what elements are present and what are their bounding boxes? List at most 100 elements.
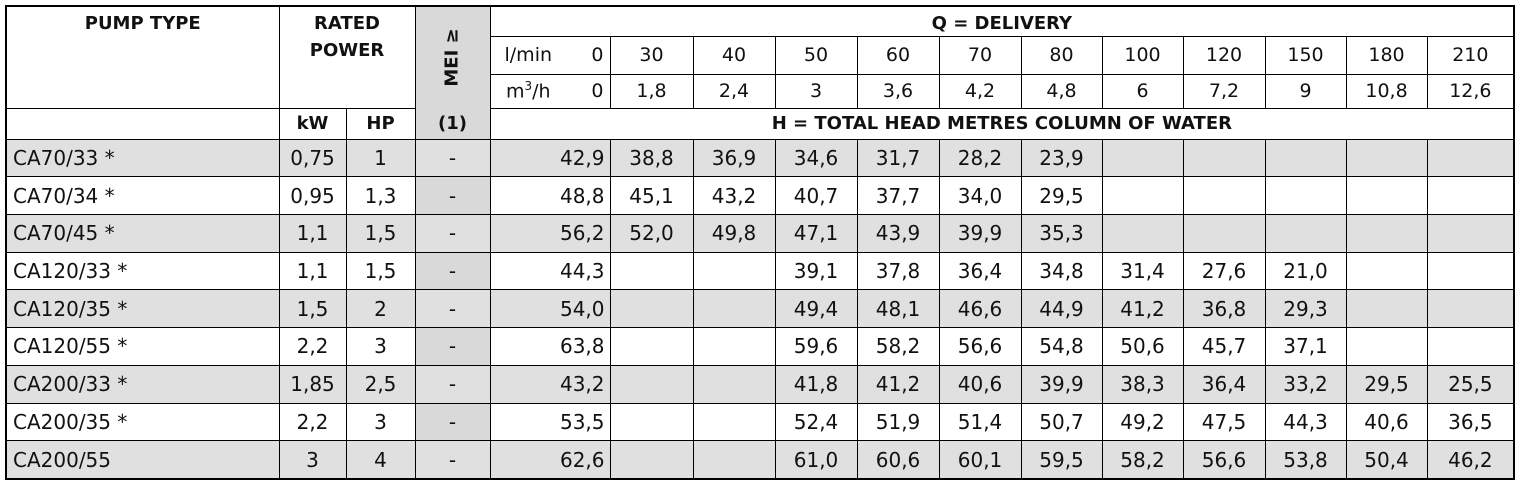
hp-cell: 3 — [345, 327, 416, 366]
head-value-cell: 44,3 — [1264, 402, 1347, 442]
pump-type-cell: CA120/55 * — [5, 327, 280, 366]
m3h-value: 3,6 — [856, 73, 940, 108]
pump-type-cell: CA70/33 * — [5, 138, 280, 178]
head-value-cell: 52,4 — [774, 402, 858, 442]
head-value-cell: 59,5 — [1020, 440, 1103, 480]
m3h-value: 3 — [774, 73, 858, 108]
mei-header: MEI ≥ — [414, 6, 491, 108]
hp-cell: 2 — [345, 289, 416, 329]
head-value-cell — [692, 289, 776, 329]
head-value-cell: 39,9 — [938, 213, 1022, 253]
m3h-unit-label: m3/h — [490, 73, 555, 108]
power-spacer — [279, 74, 416, 108]
head-value-cell: 60,6 — [856, 440, 940, 480]
pump-performance-table: PUMP TYPE RATED MEI ≥ Q = DELIVERY POWER… — [5, 5, 1516, 480]
head-value-cell — [609, 251, 694, 291]
head-value-cell: 46,6 — [938, 289, 1022, 329]
head-value-cell: 42,9 — [489, 138, 611, 178]
head-value-cell: 46,2 — [1426, 440, 1515, 480]
lmin-value: 50 — [774, 35, 858, 74]
head-value-cell: 44,3 — [489, 251, 611, 291]
hp-header: HP — [346, 107, 416, 140]
lmin-value: 30 — [609, 35, 694, 74]
kw-cell: 1,1 — [278, 251, 347, 291]
head-value-cell: 29,5 — [1345, 364, 1428, 404]
mei-cell: - — [414, 138, 491, 178]
table-row: CA70/33 * 0,75 1-42,9 38,8 36,9 34,6 31,7 28,2 2… — [5, 138, 1515, 178]
kw-cell: 1,1 — [278, 213, 347, 253]
mei-cell: - — [414, 251, 491, 291]
head-value-cell — [1101, 138, 1184, 178]
head-value-cell: 48,8 — [489, 176, 611, 215]
head-value-cell: 36,8 — [1182, 289, 1266, 329]
pump-type-spacer — [6, 107, 280, 140]
head-value-cell — [1182, 138, 1266, 178]
head-value-cell — [1426, 138, 1515, 178]
head-value-cell — [1345, 213, 1428, 253]
power-header: POWER — [279, 36, 416, 74]
head-header: H = TOTAL HEAD METRES COLUMN OF WATER — [490, 107, 1515, 140]
hp-cell: 1,5 — [345, 213, 416, 253]
kw-header: kW — [279, 107, 347, 140]
head-value-cell: 43,2 — [692, 176, 776, 215]
head-value-cell: 35,3 — [1020, 213, 1103, 253]
head-value-cell: 39,1 — [774, 251, 858, 291]
mei-cell: - — [414, 213, 491, 253]
lmin-value: 60 — [856, 35, 940, 74]
mei-note: (1) — [414, 108, 491, 140]
head-value-cell: 29,3 — [1264, 289, 1347, 329]
mei-cell: - — [414, 402, 491, 442]
table-row: CA70/45 * 1,1 1,5-56,2 52,0 49,8 47,1 43,9 39,9… — [5, 213, 1515, 253]
table-row: CA200/35 * 2,2 3-53,5 52,4 51,9 51,4 50,7 49,2 4… — [5, 402, 1515, 442]
head-value-cell — [609, 364, 694, 404]
pump-type-header: PUMP TYPE — [6, 6, 280, 108]
head-value-cell: 34,6 — [774, 138, 858, 178]
m3h-value: 7,2 — [1182, 73, 1266, 108]
head-value-cell: 29,5 — [1020, 176, 1103, 215]
head-value-cell: 58,2 — [1101, 440, 1184, 480]
head-value-cell: 51,4 — [938, 402, 1022, 442]
head-value-cell: 40,6 — [938, 364, 1022, 404]
head-value-cell: 28,2 — [938, 138, 1022, 178]
m3h-value: 12,6 — [1426, 73, 1515, 108]
lmin-value: 180 — [1345, 35, 1428, 74]
head-value-cell: 36,9 — [692, 138, 776, 178]
head-value-cell: 51,9 — [856, 402, 940, 442]
head-value-cell: 36,5 — [1426, 402, 1515, 442]
head-value-cell: 43,9 — [856, 213, 940, 253]
head-value-cell: 33,2 — [1264, 364, 1347, 404]
lmin-value: 100 — [1101, 35, 1184, 74]
head-value-cell: 59,6 — [774, 327, 858, 366]
head-value-cell: 49,8 — [692, 213, 776, 253]
head-value-cell: 56,6 — [938, 327, 1022, 366]
head-value-cell — [692, 364, 776, 404]
head-value-cell: 50,6 — [1101, 327, 1184, 366]
head-value-cell: 37,7 — [856, 176, 940, 215]
head-value-cell: 38,8 — [609, 138, 694, 178]
hp-cell: 1,5 — [345, 251, 416, 291]
table-row: CA120/35 * 1,5 2-54,0 49,4 48,1 46,6 44,9 41,2 3… — [5, 289, 1515, 329]
head-value-cell: 56,6 — [1182, 440, 1266, 480]
head-value-cell — [609, 440, 694, 480]
table-row: CA70/34 * 0,95 1,3-48,8 45,1 43,2 40,7 37,7 34,… — [5, 176, 1515, 215]
mei-cell: - — [414, 327, 491, 366]
head-value-cell: 43,2 — [489, 364, 611, 404]
head-value-cell: 31,7 — [856, 138, 940, 178]
m3h-value: 9 — [1264, 73, 1347, 108]
head-value-cell — [609, 327, 694, 366]
pump-type-cell: CA70/34 * — [5, 176, 280, 215]
hp-cell: 3 — [345, 402, 416, 442]
lmin-value: 0 — [554, 35, 611, 74]
head-value-cell — [1426, 176, 1515, 215]
kw-cell: 2,2 — [278, 327, 347, 366]
head-value-cell — [692, 327, 776, 366]
pump-type-cell: CA70/45 * — [5, 213, 280, 253]
head-value-cell: 38,3 — [1101, 364, 1184, 404]
head-value-cell: 40,7 — [774, 176, 858, 215]
lmin-value: 70 — [938, 35, 1022, 74]
head-value-cell — [1264, 213, 1347, 253]
table-row: CA200/33 * 1,85 2,5-43,2 41,8 41,2 40,6 39,9 38… — [5, 364, 1515, 404]
lmin-value: 150 — [1264, 35, 1347, 74]
pump-type-cell: CA200/55 — [5, 440, 280, 480]
head-value-cell: 53,8 — [1264, 440, 1347, 480]
